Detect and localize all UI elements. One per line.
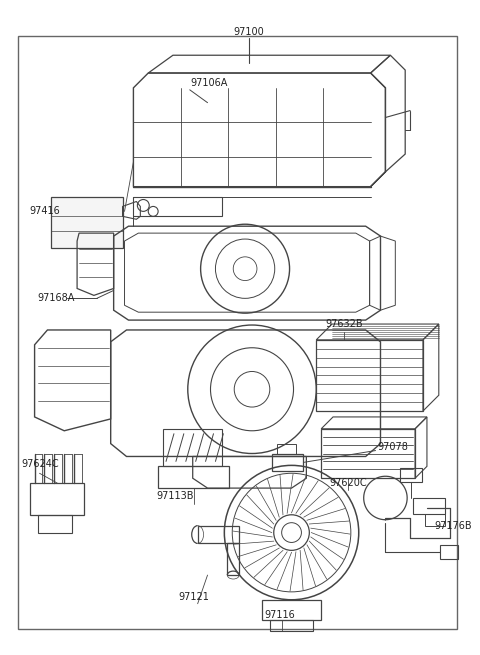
Text: 97100: 97100 xyxy=(234,26,264,37)
Text: 97416: 97416 xyxy=(30,206,60,216)
Bar xyxy=(316,340,423,411)
Bar xyxy=(37,515,72,533)
Bar xyxy=(321,429,415,478)
Bar xyxy=(51,196,122,248)
Text: 97624C: 97624C xyxy=(22,459,60,470)
Bar xyxy=(425,514,445,526)
Text: 97168A: 97168A xyxy=(37,293,75,303)
Text: 97121: 97121 xyxy=(178,592,209,602)
Text: 97632B: 97632B xyxy=(325,319,363,329)
Bar xyxy=(400,468,422,482)
Bar xyxy=(30,483,84,515)
Text: 97176B: 97176B xyxy=(435,521,472,531)
Bar xyxy=(413,498,445,514)
Bar xyxy=(270,620,313,631)
Bar xyxy=(440,546,457,559)
Bar xyxy=(158,466,229,488)
Text: 97116: 97116 xyxy=(265,610,296,620)
Text: 97620C: 97620C xyxy=(329,478,367,488)
Text: 97106A: 97106A xyxy=(191,78,228,88)
Text: 97113B: 97113B xyxy=(156,491,193,501)
Bar xyxy=(272,453,303,472)
Text: 97078: 97078 xyxy=(378,441,408,451)
Bar xyxy=(262,600,321,620)
